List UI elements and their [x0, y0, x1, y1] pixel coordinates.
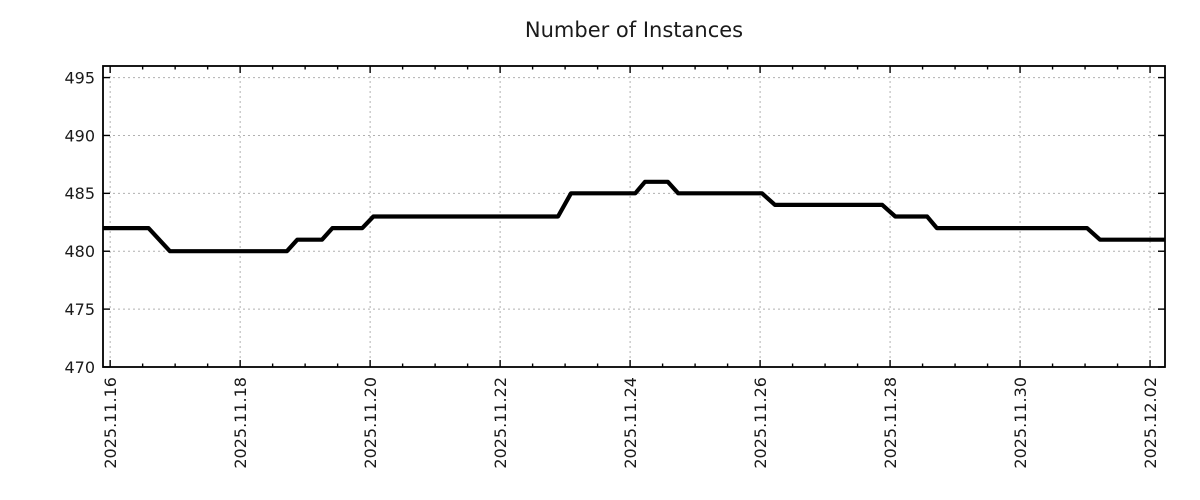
- y-tick-label: 480: [64, 242, 95, 261]
- x-tick-label: 2025.11.22: [491, 377, 510, 469]
- x-tick-label: 2025.11.28: [881, 377, 900, 469]
- x-tick-label: 2025.11.24: [621, 377, 640, 469]
- x-tick-label: 2025.11.18: [231, 377, 250, 469]
- y-tick-label: 475: [64, 300, 95, 319]
- x-tick-label: 2025.11.16: [101, 377, 120, 469]
- x-axis-labels: 2025.11.16 2025.11.18 2025.11.20 2025.11.22…: [101, 377, 1160, 469]
- y-tick-label: 485: [64, 184, 95, 203]
- x-tick-label: 2025.11.20: [361, 377, 380, 469]
- x-tick-label: 2025.11.26: [751, 377, 770, 469]
- plot-border: [102, 65, 1166, 368]
- y-tick-label: 495: [64, 68, 95, 87]
- grid-lines: [103, 66, 1165, 367]
- y-tick-label: 490: [64, 126, 95, 145]
- series: [103, 179, 1165, 254]
- y-tick-label: 470: [64, 358, 95, 377]
- series-line: [103, 179, 1165, 254]
- y-axis-labels: 470 475 480 485 490 495: [64, 68, 95, 376]
- chart-title: Number of Instances: [524, 18, 744, 42]
- x-tick-label: 2025.12.02: [1141, 377, 1160, 469]
- axis-ticks: [103, 66, 1165, 368]
- x-tick-label: 2025.11.30: [1011, 377, 1030, 469]
